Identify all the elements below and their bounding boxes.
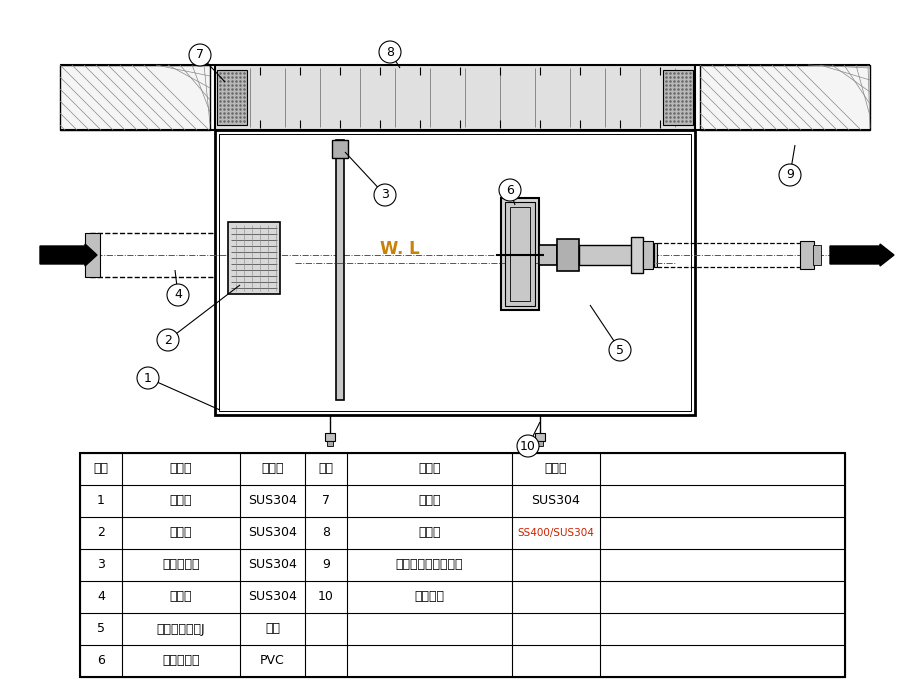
Bar: [509, 207, 529, 301]
FancyArrow shape: [829, 244, 893, 266]
Text: 3: 3: [97, 559, 105, 572]
Circle shape: [157, 329, 179, 351]
Bar: [217, 70, 246, 125]
Text: 品　名: 品 名: [418, 462, 440, 475]
Bar: [535, 433, 544, 441]
Bar: [85, 233, 100, 277]
Bar: [60, 65, 210, 130]
Text: SUS304: SUS304: [248, 591, 297, 604]
Text: スラブコンクリート: スラブコンクリート: [395, 559, 463, 572]
Bar: [505, 202, 535, 306]
Text: 材　質: 材 質: [261, 462, 283, 475]
Bar: [60, 65, 210, 130]
Text: SUS304: SUS304: [248, 527, 297, 539]
Bar: [663, 70, 692, 125]
Text: 10: 10: [318, 591, 334, 604]
Text: SUS304: SUS304: [248, 494, 297, 507]
Text: SUS304: SUS304: [531, 494, 580, 507]
Text: SUS304: SUS304: [248, 559, 297, 572]
Bar: [537, 441, 542, 446]
Bar: [332, 140, 347, 158]
Text: 6: 6: [97, 655, 105, 668]
Text: 8: 8: [386, 46, 393, 59]
Text: 8: 8: [322, 527, 330, 539]
Bar: [699, 65, 869, 130]
Bar: [800, 241, 813, 269]
Bar: [501, 198, 539, 310]
Bar: [812, 245, 820, 265]
Text: 1: 1: [144, 372, 152, 385]
Text: 10: 10: [519, 439, 536, 452]
Text: W. L: W. L: [380, 240, 419, 258]
Bar: [556, 239, 578, 271]
Circle shape: [167, 284, 188, 306]
Text: 部番: 部番: [318, 462, 333, 475]
Text: トラップ管: トラップ管: [162, 655, 199, 668]
Circle shape: [498, 179, 520, 201]
Text: 2: 2: [97, 527, 105, 539]
Text: 1: 1: [97, 494, 105, 507]
Text: 4: 4: [174, 288, 182, 301]
Circle shape: [374, 184, 395, 206]
Bar: [219, 134, 690, 411]
Text: 9: 9: [785, 168, 793, 181]
Bar: [539, 245, 556, 265]
Text: フレキシブルJ: フレキシブルJ: [156, 623, 205, 636]
Text: SS400/SUS304: SS400/SUS304: [517, 528, 594, 538]
FancyArrow shape: [40, 244, 96, 266]
Text: 4: 4: [97, 591, 105, 604]
Text: 5: 5: [616, 344, 623, 357]
Text: 7: 7: [196, 48, 204, 61]
Text: ゴム: ゴム: [265, 623, 279, 636]
Text: 部番: 部番: [94, 462, 108, 475]
Circle shape: [137, 367, 159, 389]
Bar: [215, 65, 694, 130]
Text: PVC: PVC: [260, 655, 285, 668]
Circle shape: [516, 435, 539, 457]
Circle shape: [608, 339, 630, 361]
Text: 2: 2: [164, 333, 172, 346]
Text: 受　管: 受 管: [170, 527, 192, 539]
Bar: [578, 245, 633, 265]
Bar: [228, 222, 279, 294]
Circle shape: [379, 41, 401, 63]
Text: スライド板: スライド板: [162, 559, 199, 572]
Bar: [642, 241, 652, 269]
Bar: [630, 237, 642, 273]
Bar: [653, 243, 656, 267]
Text: 3: 3: [380, 188, 389, 201]
Text: 7: 7: [322, 494, 330, 507]
Text: 5: 5: [96, 623, 105, 636]
Bar: [80, 453, 844, 677]
Text: 吊り金具: 吊り金具: [414, 591, 444, 604]
Text: 流入管: 流入管: [170, 591, 192, 604]
Text: 受　枠: 受 枠: [418, 494, 440, 507]
Bar: [326, 441, 333, 446]
Bar: [215, 130, 694, 415]
Text: 本　体: 本 体: [170, 494, 192, 507]
Bar: [324, 433, 335, 441]
Text: 品　名: 品 名: [170, 462, 192, 475]
Bar: [699, 65, 869, 130]
Text: ふ　た: ふ た: [418, 527, 440, 539]
Bar: [335, 140, 344, 400]
Circle shape: [778, 164, 800, 186]
Text: 材　質: 材 質: [544, 462, 567, 475]
Circle shape: [188, 44, 210, 66]
Text: 9: 9: [322, 559, 330, 572]
Text: 6: 6: [505, 183, 514, 196]
